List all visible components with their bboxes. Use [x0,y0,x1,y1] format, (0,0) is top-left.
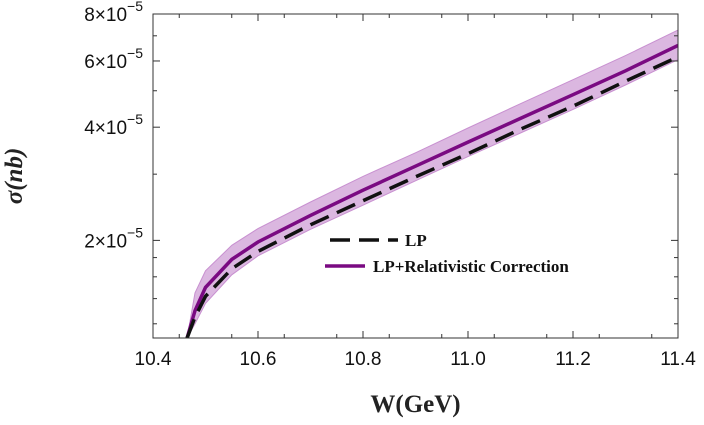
tick-layer [152,13,679,338]
x-axis-title: W(GeV) [370,391,460,418]
legend-label-lp: LP [405,231,427,250]
plot-frame [152,13,679,339]
x-tick-label: 10.4 [135,349,172,370]
y-tick-base: ×10 [95,52,127,73]
y-tick-label: 2×10−5 [84,224,143,252]
x-tick-label: 10.6 [240,349,277,370]
y-tick-base: ×10 [95,231,127,252]
legend-label-lp-relativistic: LP+Relativistic Correction [373,257,569,276]
y-tick-label: 8×10−5 [84,0,143,26]
y-tick-mantissa: 2 [84,231,95,252]
y-tick-exponent: −5 [127,224,143,240]
uncertainty-band-layer [186,29,678,338]
uncertainty-band [186,29,678,338]
x-tick-label: 11.0 [450,349,486,370]
x-tick-label: 10.8 [345,349,382,370]
x-tick-label: 11.4 [660,349,696,370]
y-tick-base: ×10 [95,5,127,26]
series-line-lp-relativistic [185,43,678,338]
series-layer [185,43,678,338]
series-line-lp [185,55,678,338]
y-tick-exponent: −5 [127,0,143,14]
y-tick-mantissa: 6 [84,52,95,73]
tick-label-layer: 10.4 10.6 10.8 11.0 11.2 11.42×10−54×10−56×10… [84,0,696,370]
y-tick-label: 6×10−5 [84,45,143,73]
y-axis-title: σ(nb) [1,148,28,205]
y-tick-label: 4×10−5 [84,111,143,139]
y-tick-mantissa: 8 [84,5,95,26]
y-tick-exponent: −5 [127,45,143,61]
x-tick-label: 11.2 [555,349,591,370]
y-tick-base: ×10 [95,118,127,139]
y-tick-exponent: −5 [127,111,143,127]
y-tick-mantissa: 4 [84,118,95,139]
legend: LP LP+Relativistic Correction [325,231,569,276]
